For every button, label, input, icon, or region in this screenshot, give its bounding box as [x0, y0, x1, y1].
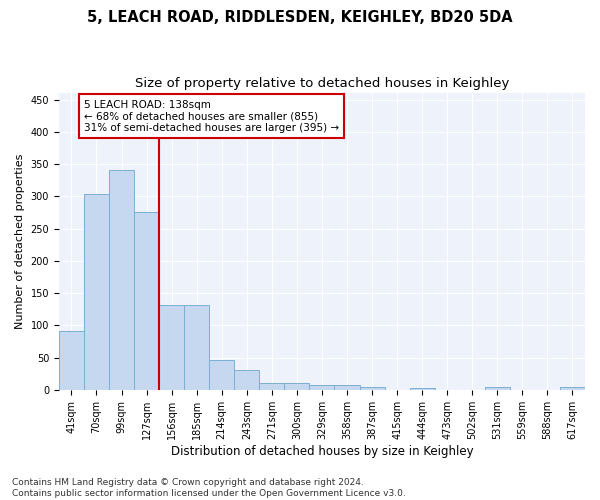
Bar	[209, 360, 234, 390]
Bar	[284, 384, 310, 390]
Text: 5 LEACH ROAD: 138sqm
← 68% of detached houses are smaller (855)
31% of semi-deta: 5 LEACH ROAD: 138sqm ← 68% of detached h…	[84, 100, 339, 132]
X-axis label: Distribution of detached houses by size in Keighley: Distribution of detached houses by size …	[170, 444, 473, 458]
Bar	[560, 388, 585, 390]
Bar	[259, 384, 284, 390]
Bar	[410, 388, 434, 390]
Text: 5, LEACH ROAD, RIDDLESDEN, KEIGHLEY, BD20 5DA: 5, LEACH ROAD, RIDDLESDEN, KEIGHLEY, BD2…	[87, 10, 513, 25]
Bar	[134, 212, 159, 390]
Title: Size of property relative to detached houses in Keighley: Size of property relative to detached ho…	[135, 78, 509, 90]
Bar	[109, 170, 134, 390]
Y-axis label: Number of detached properties: Number of detached properties	[15, 154, 25, 329]
Bar	[234, 370, 259, 390]
Text: Contains HM Land Registry data © Crown copyright and database right 2024.
Contai: Contains HM Land Registry data © Crown c…	[12, 478, 406, 498]
Bar	[84, 194, 109, 390]
Bar	[310, 384, 334, 390]
Bar	[59, 331, 84, 390]
Bar	[159, 306, 184, 390]
Bar	[485, 388, 510, 390]
Bar	[184, 306, 209, 390]
Bar	[359, 386, 385, 390]
Bar	[334, 384, 359, 390]
